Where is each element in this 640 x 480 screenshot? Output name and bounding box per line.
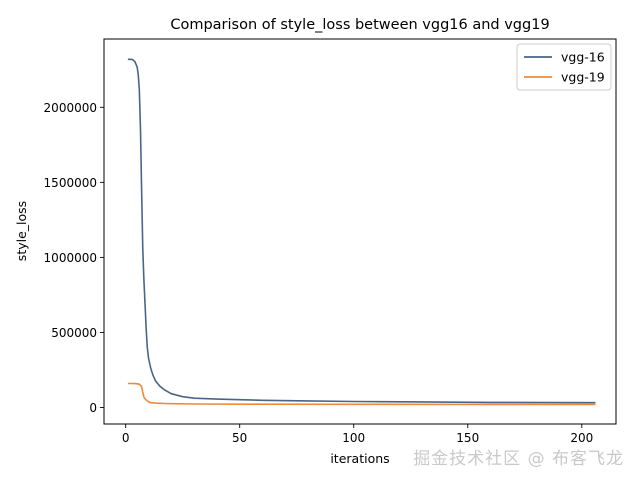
watermark: 掘金技术社区 @ 布客飞龙 [413, 449, 624, 469]
series-line-vgg-16 [127, 58, 596, 404]
x-tick-label: 100 [342, 431, 365, 445]
legend-label-vgg-16: vgg-16 [561, 50, 605, 65]
x-tick-label: 150 [456, 431, 479, 445]
y-axis: 0 500000 1000000 1500000 2000000 [44, 101, 104, 415]
legend-box [516, 43, 612, 91]
x-tick-label: 50 [232, 431, 247, 445]
y-axis-label: style_loss [14, 201, 29, 261]
y-tick-label: 2000000 [44, 101, 97, 115]
x-tick-label: 200 [570, 431, 593, 445]
legend: vgg-16 vgg-19 [516, 43, 612, 91]
plot-frame [103, 38, 617, 425]
chart-title: Comparison of style_loss between vgg16 a… [170, 17, 549, 33]
x-axis-label: iterations [330, 451, 389, 466]
legend-label-vgg-19: vgg-19 [561, 70, 605, 85]
y-tick-label: 1000000 [44, 251, 97, 265]
plot-area [127, 58, 596, 406]
x-axis: 0 50 100 150 200 [122, 424, 593, 445]
x-tick-label: 0 [122, 431, 130, 445]
y-tick-label: 500000 [51, 326, 97, 340]
y-tick-label: 1500000 [44, 176, 97, 190]
series-line-vgg-19 [127, 382, 596, 406]
y-tick-label: 0 [89, 401, 97, 415]
